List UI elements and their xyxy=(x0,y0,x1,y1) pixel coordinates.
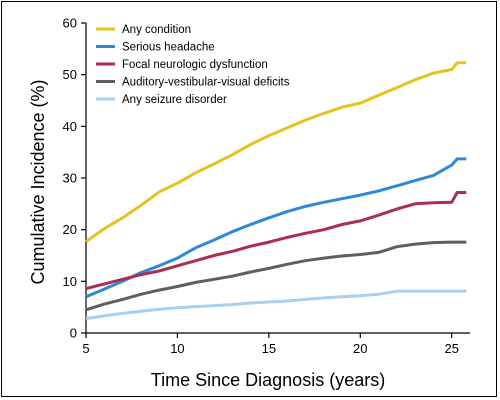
x-tick-label: 10 xyxy=(170,341,184,356)
x-tick-label: 15 xyxy=(262,341,276,356)
series-layer xyxy=(85,61,467,320)
x-tick-label: 5 xyxy=(82,341,89,356)
x-axis-title: Time Since Diagnosis (years) xyxy=(151,370,385,390)
y-tick-label: 60 xyxy=(63,16,77,31)
y-tick-label: 50 xyxy=(63,67,77,82)
legend-label: Auditory-vestibular-visual deficits xyxy=(122,77,290,89)
series-line-4 xyxy=(85,240,467,312)
legend-label: Serious headache xyxy=(122,42,215,54)
series-line-5 xyxy=(85,289,467,320)
y-axis-title: Cumulative Incidence (%) xyxy=(28,79,48,284)
y-tick-label: 40 xyxy=(63,119,77,134)
series-line-2 xyxy=(85,157,467,299)
y-tick-label: 10 xyxy=(63,274,77,289)
series-line-1 xyxy=(85,61,467,243)
axes-layer: 0 10 20 30 40 50 60 5 10 15 20 25 xyxy=(63,16,470,356)
y-tick-label: 0 xyxy=(70,326,77,341)
x-tick-label: 25 xyxy=(444,341,458,356)
y-tick-label: 20 xyxy=(63,222,77,237)
x-tick-label: 20 xyxy=(353,341,367,356)
legend-label: Any condition xyxy=(122,24,191,36)
legend-label: Any seizure disorder xyxy=(122,94,227,106)
series-line-3 xyxy=(85,191,467,291)
y-tick-label: 30 xyxy=(63,171,77,186)
legend: Any condition Serious headache Focal neuro… xyxy=(96,24,290,106)
legend-label: Focal neurologic dysfunction xyxy=(122,59,268,71)
